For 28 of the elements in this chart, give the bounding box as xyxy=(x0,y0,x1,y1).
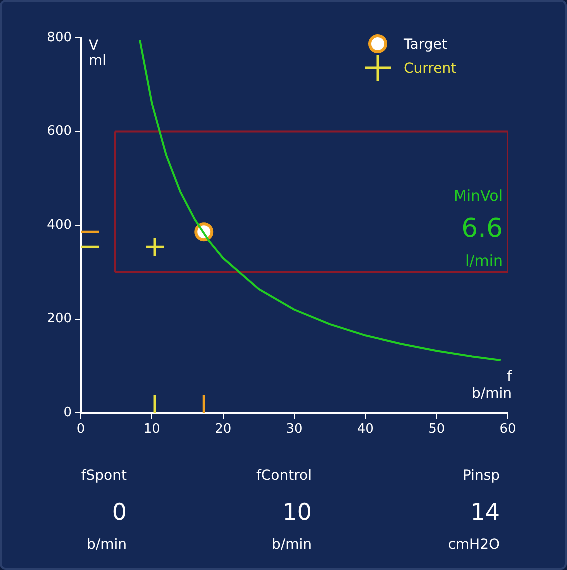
y-tick-label: 600 xyxy=(47,124,72,140)
y-tick-label: 400 xyxy=(47,218,72,233)
x-tick-label: 40 xyxy=(357,422,374,438)
annotation: 6.6 xyxy=(462,214,503,244)
legend-label: Current xyxy=(404,61,458,77)
text: fControl xyxy=(256,468,312,484)
x-tick-label: 0 xyxy=(76,422,86,438)
text: fSpont xyxy=(81,468,127,484)
y-axis-title: V ml xyxy=(89,38,107,69)
annotation: MinVol xyxy=(454,187,503,205)
x-axis-title: f b/min xyxy=(472,369,514,402)
text: Pinsp xyxy=(462,468,500,484)
text: 0 xyxy=(112,500,127,526)
text: cmH2O xyxy=(448,537,500,553)
y-tick-label: 0 xyxy=(64,405,72,420)
x-tick-label: 50 xyxy=(428,422,446,438)
x-tick-label: 30 xyxy=(286,422,303,438)
x-tick-label: 10 xyxy=(144,422,160,438)
text: 14 xyxy=(470,500,500,526)
text: b/min xyxy=(86,537,127,553)
legend-label: Target xyxy=(403,37,448,53)
y-tick-label: 800 xyxy=(47,30,72,46)
x-tick-label: 20 xyxy=(215,422,232,438)
y-tick-label: 200 xyxy=(47,312,72,327)
annotation: l/min xyxy=(465,252,503,270)
text: 10 xyxy=(282,500,312,526)
x-tick-label: 60 xyxy=(500,422,516,438)
text: b/min xyxy=(272,537,312,553)
